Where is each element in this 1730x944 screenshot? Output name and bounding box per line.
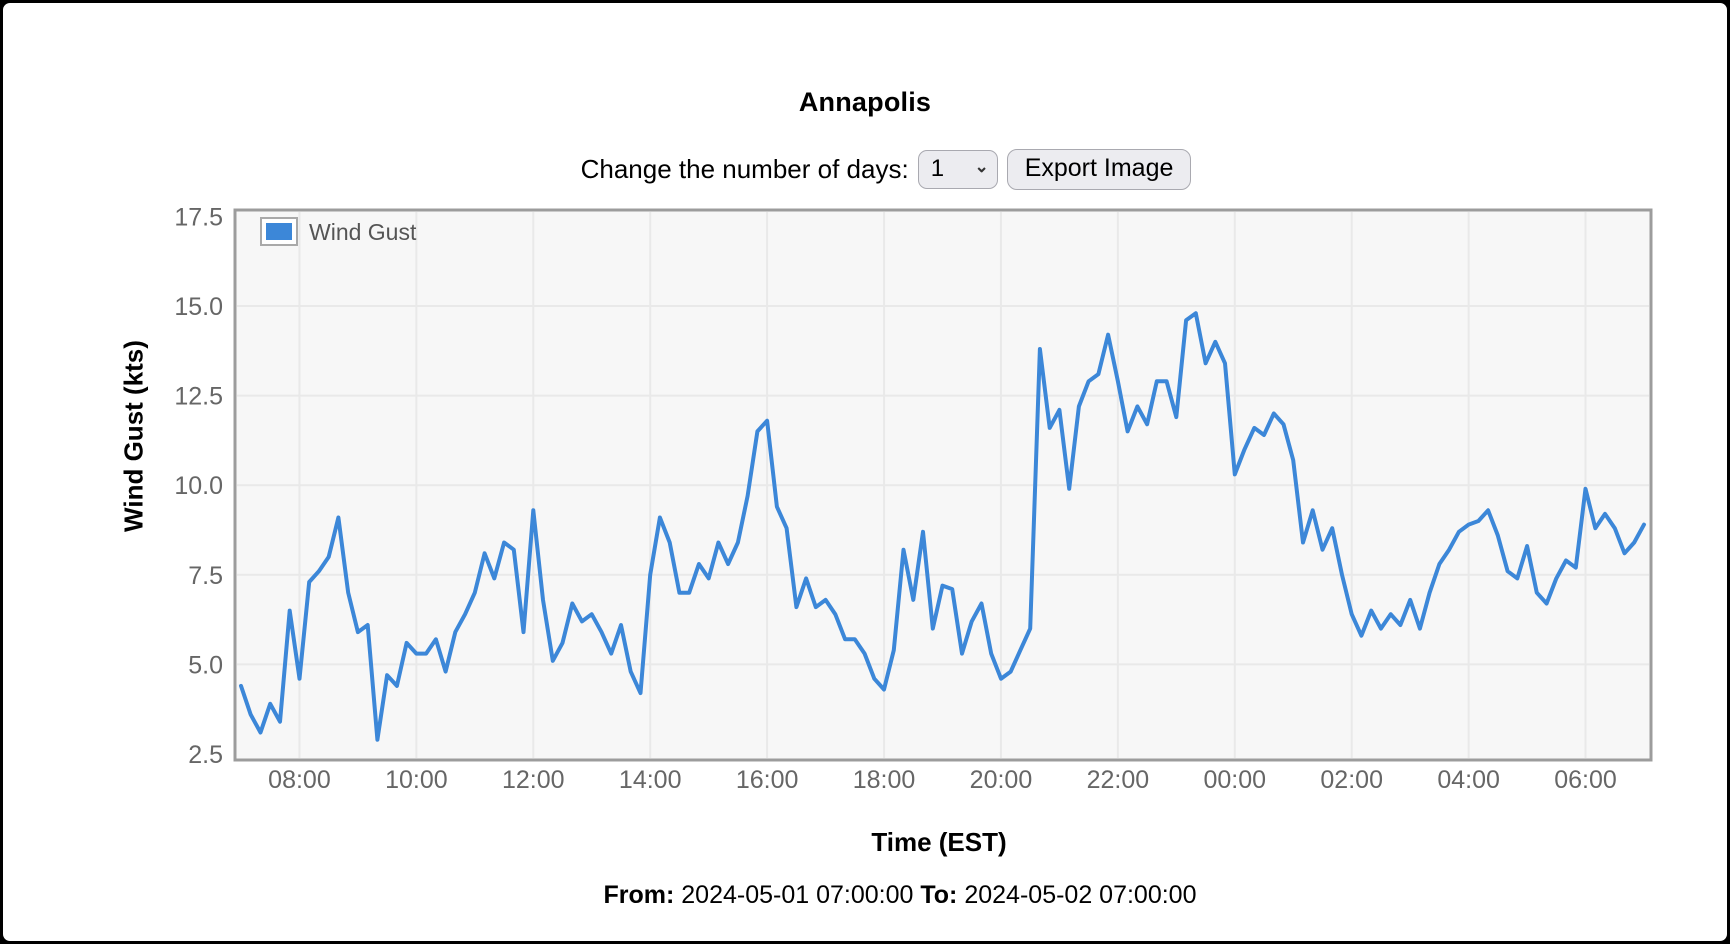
svg-text:08:00: 08:00 bbox=[268, 766, 331, 794]
y-tick-labels: 2.5 5.0 7.5 10.0 12.5 15.0 17.5 bbox=[174, 203, 223, 769]
svg-text:15.0: 15.0 bbox=[174, 293, 223, 321]
days-select-label: Change the number of days: bbox=[580, 154, 909, 184]
to-label: To: bbox=[920, 881, 958, 909]
wind-gust-line bbox=[239, 311, 1646, 742]
svg-text:12.5: 12.5 bbox=[174, 383, 223, 411]
days-select[interactable]: 1 bbox=[917, 150, 998, 189]
page-title: Annapolis bbox=[798, 87, 932, 117]
to-value: 2024-05-02 07:00:00 bbox=[964, 881, 1197, 909]
svg-text:10:00: 10:00 bbox=[385, 766, 448, 794]
svg-text:16:00: 16:00 bbox=[736, 766, 799, 794]
svg-text:06:00: 06:00 bbox=[1554, 766, 1617, 794]
export-image-button[interactable]: Export Image bbox=[1006, 149, 1192, 190]
date-range: From: 2024-05-01 07:00:00 To: 2024-05-02… bbox=[38, 881, 1727, 910]
svg-text:12:00: 12:00 bbox=[502, 766, 565, 794]
legend: Wind Gust bbox=[260, 217, 417, 246]
svg-text:04:00: 04:00 bbox=[1437, 766, 1500, 794]
svg-text:5.0: 5.0 bbox=[188, 651, 223, 679]
x-tick-labels: 08:00 10:00 12:00 14:00 16:00 18:00 20:00 22:00… bbox=[268, 766, 1617, 794]
svg-text:00:00: 00:00 bbox=[1204, 766, 1267, 794]
gridlines bbox=[237, 212, 1649, 758]
legend-swatch bbox=[266, 223, 292, 240]
x-axis-title: Time (EST) bbox=[871, 827, 1007, 857]
svg-text:7.5: 7.5 bbox=[188, 562, 223, 590]
svg-text:2.5: 2.5 bbox=[188, 741, 223, 769]
days-select-wrap: 1 ⌄ bbox=[917, 150, 998, 189]
wind-gust-chart: 2.5 5.0 7.5 10.0 12.5 15.0 17.5 08:00 10:00 12:0… bbox=[174, 203, 1653, 794]
svg-text:17.5: 17.5 bbox=[174, 203, 223, 231]
legend-label: Wind Gust bbox=[309, 219, 417, 245]
controls-row: Change the number of days: 1 ⌄ Export Im… bbox=[24, 149, 1727, 190]
svg-text:22:00: 22:00 bbox=[1087, 766, 1150, 794]
svg-text:20:00: 20:00 bbox=[970, 766, 1033, 794]
svg-text:18:00: 18:00 bbox=[853, 766, 916, 794]
from-value: 2024-05-01 07:00:00 bbox=[681, 881, 914, 909]
from-label: From: bbox=[603, 881, 675, 909]
svg-text:14:00: 14:00 bbox=[619, 766, 682, 794]
svg-text:10.0: 10.0 bbox=[174, 472, 223, 500]
svg-text:02:00: 02:00 bbox=[1320, 766, 1383, 794]
